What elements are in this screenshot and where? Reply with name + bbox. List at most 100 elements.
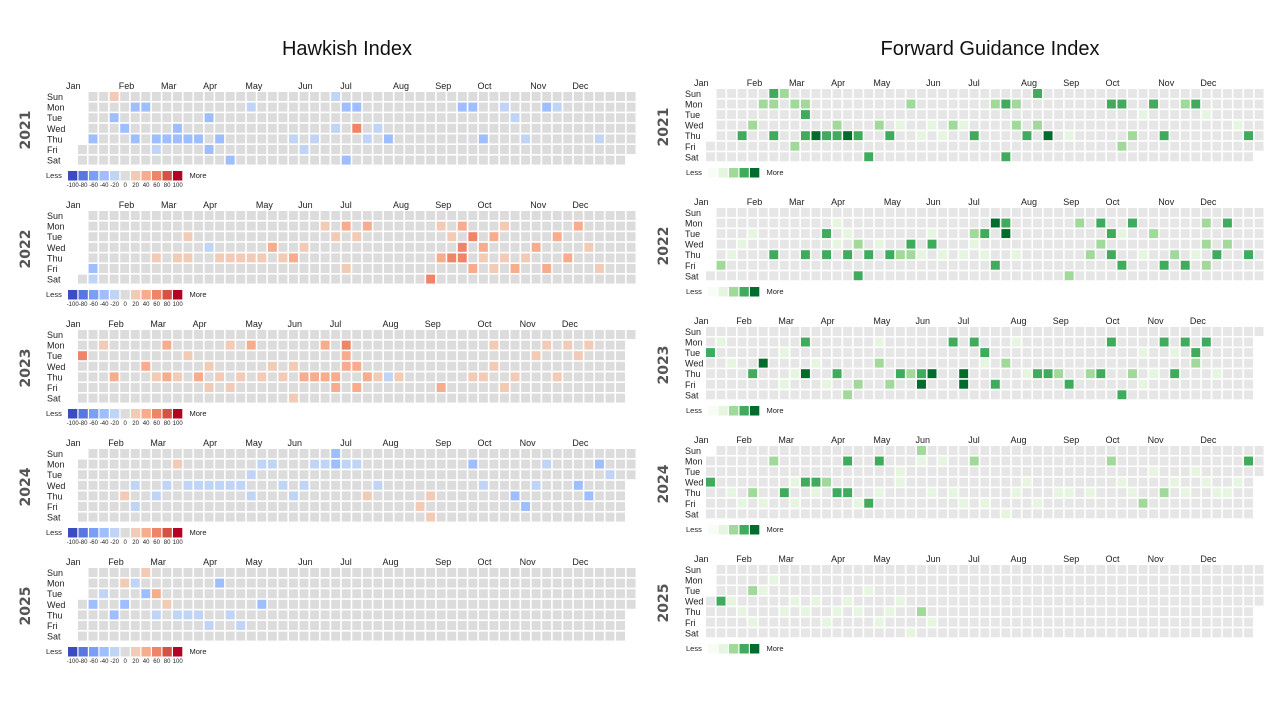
day-cell xyxy=(1054,390,1064,400)
day-cell xyxy=(415,145,425,154)
day-cell-value xyxy=(990,218,1000,228)
day-cell xyxy=(1128,456,1137,466)
day-cell xyxy=(605,589,615,599)
day-cell xyxy=(225,372,235,382)
day-cell xyxy=(289,221,298,231)
day-cell xyxy=(310,340,320,350)
day-cell xyxy=(510,134,520,144)
day-cell xyxy=(906,565,916,574)
day-cell xyxy=(769,596,779,606)
day-cell xyxy=(468,211,478,220)
day-cell xyxy=(1022,607,1032,617)
day-cell xyxy=(758,617,768,627)
month-label-oct: Oct xyxy=(1105,435,1120,445)
day-cell xyxy=(151,274,161,284)
day-cell xyxy=(616,134,625,144)
day-cell xyxy=(822,498,831,508)
day-cell xyxy=(594,383,604,392)
day-cell xyxy=(468,330,478,339)
day-cell xyxy=(331,502,341,511)
day-cell xyxy=(542,480,552,490)
day-cell xyxy=(542,361,552,371)
day-cell xyxy=(843,239,853,249)
day-cell xyxy=(172,589,182,599)
day-cell xyxy=(141,480,151,490)
legend-swatch xyxy=(739,406,749,416)
day-cell xyxy=(289,351,298,361)
day-cell xyxy=(194,512,203,522)
day-cell xyxy=(1043,379,1053,389)
day-cell xyxy=(1117,596,1127,606)
day-cell xyxy=(1254,586,1264,596)
day-cell xyxy=(573,568,583,577)
day-cell xyxy=(478,340,488,350)
day-cell xyxy=(362,123,372,133)
day-cell xyxy=(927,358,937,368)
day-cell xyxy=(1222,271,1232,281)
day-cell-value xyxy=(236,480,246,490)
day-cell xyxy=(906,141,916,151)
day-cell xyxy=(748,110,758,120)
legend-swatch xyxy=(729,644,739,654)
day-cell xyxy=(1075,509,1085,519)
day-cell xyxy=(78,491,87,501)
legend-tick-label: -100 xyxy=(67,659,80,665)
day-cell-value xyxy=(1180,260,1190,270)
day-cell-value xyxy=(183,480,193,490)
day-cell xyxy=(510,274,520,284)
month-label-jul: Jul xyxy=(340,81,352,91)
day-cell xyxy=(811,509,821,519)
day-cell xyxy=(426,211,436,220)
day-cell xyxy=(843,208,853,217)
day-cell xyxy=(78,330,87,339)
day-cell xyxy=(1149,120,1159,130)
day-cell xyxy=(1138,89,1148,98)
day-cell xyxy=(552,599,562,609)
day-cell-value xyxy=(1054,369,1064,379)
day-cell xyxy=(822,260,831,270)
day-cell xyxy=(758,379,768,389)
day-cell xyxy=(716,575,726,585)
day-cell xyxy=(151,631,161,641)
day-cell xyxy=(120,145,130,154)
day-cell xyxy=(1233,229,1243,239)
day-cell xyxy=(78,621,87,630)
day-cell xyxy=(99,512,109,522)
day-cell xyxy=(109,102,119,112)
day-cell xyxy=(959,358,969,368)
day-cell xyxy=(573,372,583,382)
day-cell xyxy=(616,221,625,231)
day-cell xyxy=(478,221,488,231)
day-cell xyxy=(88,232,98,242)
day-cell xyxy=(215,502,225,511)
day-cell xyxy=(299,491,309,501)
day-cell xyxy=(1233,446,1243,455)
day-cell xyxy=(1033,131,1042,141)
day-cell xyxy=(257,470,267,480)
day-cell xyxy=(1180,586,1190,596)
day-cell xyxy=(405,589,414,599)
legend-swatch xyxy=(152,409,162,419)
day-cell xyxy=(864,628,874,638)
day-cell-value xyxy=(832,369,842,379)
day-cell xyxy=(811,586,821,596)
day-cell-value xyxy=(341,264,351,273)
day-cell xyxy=(1201,120,1211,130)
legend-tick-label: 100 xyxy=(173,540,184,546)
day-cell xyxy=(563,449,573,458)
day-cell xyxy=(257,340,267,350)
day-cell xyxy=(236,113,246,123)
day-cell xyxy=(1212,617,1222,627)
day-cell xyxy=(769,369,779,379)
day-cell xyxy=(436,102,446,112)
day-cell xyxy=(969,565,979,574)
day-cell xyxy=(130,221,140,231)
day-cell xyxy=(811,337,821,347)
day-cell xyxy=(1180,110,1190,120)
legend-swatch xyxy=(729,168,739,178)
month-label-mar: Mar xyxy=(778,435,794,445)
day-cell xyxy=(1170,239,1180,249)
day-cell xyxy=(1138,575,1148,585)
day-cell xyxy=(500,470,509,480)
